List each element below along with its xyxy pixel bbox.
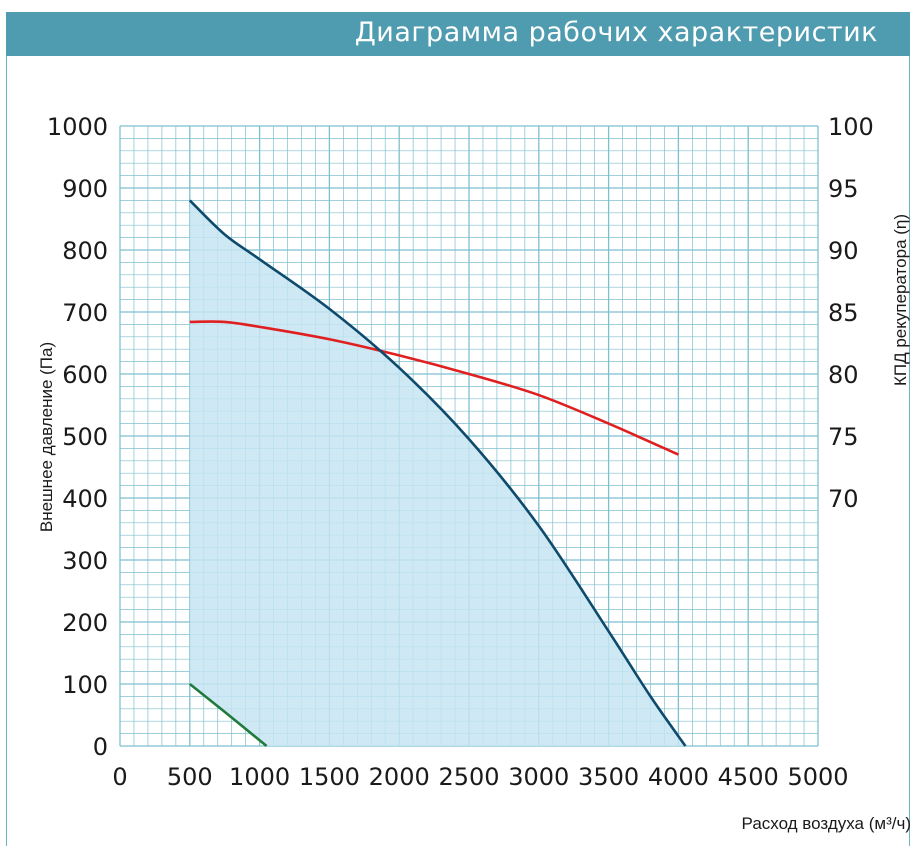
y2-tick-labels: 70 75 80 85 90 95 100 bbox=[828, 113, 874, 513]
y-tick-label: 200 bbox=[62, 609, 108, 637]
x-tick-labels: 0 500 1000 1500 2000 2500 3000 3500 4000 4500 5000 bbox=[112, 763, 848, 791]
y2-tick-label: 100 bbox=[828, 113, 874, 141]
y-tick-label: 400 bbox=[62, 485, 108, 513]
y2-tick-label: 85 bbox=[828, 299, 859, 327]
y-tick-label: 900 bbox=[62, 175, 108, 203]
x-tick-label: 2000 bbox=[369, 763, 430, 791]
y-tick-label: 600 bbox=[62, 361, 108, 389]
y-tick-label: 1000 bbox=[47, 113, 108, 141]
y-tick-label: 700 bbox=[62, 299, 108, 327]
minimum-curve bbox=[188, 682, 268, 748]
y-tick-label: 0 bbox=[93, 733, 108, 761]
title-bar: Диаграмма рабочих характеристик bbox=[6, 12, 910, 56]
y-axis-label: Внешнее давление (Па) bbox=[37, 342, 56, 532]
y2-tick-label: 80 bbox=[828, 361, 859, 389]
pressure-curve bbox=[188, 199, 687, 747]
x-tick-label: 4000 bbox=[648, 763, 709, 791]
y-tick-label: 800 bbox=[62, 237, 108, 265]
x-tick-label: 1500 bbox=[299, 763, 360, 791]
y-tick-label: 100 bbox=[62, 671, 108, 699]
y2-tick-label: 70 bbox=[828, 485, 859, 513]
x-tick-label: 500 bbox=[167, 763, 213, 791]
y2-tick-label: 90 bbox=[828, 237, 859, 265]
efficiency-curve bbox=[189, 320, 679, 456]
y-tick-labels: 0 100 200 300 400 500 600 700 800 900 1000 bbox=[47, 113, 108, 761]
x-tick-label: 1000 bbox=[229, 763, 290, 791]
x-tick-label: 0 bbox=[112, 763, 127, 791]
x-axis-label: Расход воздуха (м³/ч) bbox=[742, 814, 911, 833]
x-tick-label: 3500 bbox=[578, 763, 639, 791]
y2-tick-label: 95 bbox=[828, 175, 859, 203]
x-tick-label: 5000 bbox=[787, 763, 848, 791]
y2-axis-label: КПД рекуператора (η) bbox=[891, 214, 910, 386]
x-tick-label: 4500 bbox=[718, 763, 779, 791]
chart-title: Диаграмма рабочих характеристик bbox=[354, 17, 878, 48]
x-tick-label: 3000 bbox=[508, 763, 569, 791]
y-tick-label: 300 bbox=[62, 547, 108, 575]
y-tick-label: 500 bbox=[62, 423, 108, 451]
x-tick-label: 2500 bbox=[438, 763, 499, 791]
y2-tick-label: 75 bbox=[828, 423, 859, 451]
